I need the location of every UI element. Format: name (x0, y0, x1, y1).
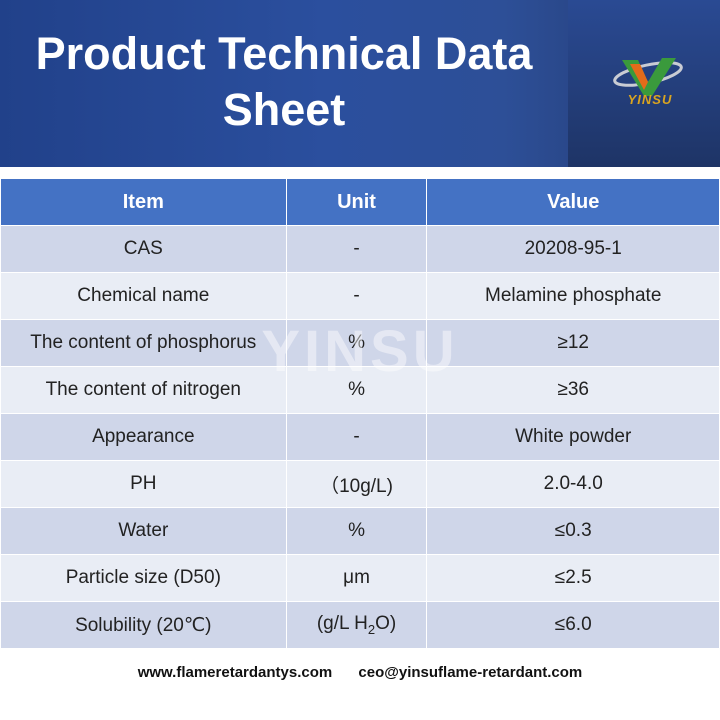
logo-text: YINSU (627, 92, 673, 107)
cell-unit: % (285, 366, 428, 414)
cell-unit: - (285, 272, 428, 320)
yinsu-logo-icon (613, 58, 683, 96)
header-banner: Product Technical Data Sheet YINSU (0, 0, 720, 167)
table-row: Solubility (20℃) (g/L H2O) ≤6.0 (0, 601, 720, 649)
cell-item: CAS (0, 225, 287, 273)
cell-unit: - (285, 413, 428, 461)
cell-item: The content of nitrogen (0, 366, 287, 414)
cell-item: The content of phosphorus (0, 319, 287, 367)
cell-item: Water (0, 507, 287, 555)
title-line-2: Sheet (222, 84, 346, 135)
technical-data-table: Item Unit Value CAS - 20208-95-1 Chemica… (0, 178, 720, 649)
table-row: CAS - 20208-95-1 (0, 225, 720, 273)
cell-value: ≤2.5 (426, 554, 720, 602)
cell-unit: (g/L H2O) (285, 601, 428, 649)
cell-value: 20208-95-1 (426, 225, 720, 273)
email-link[interactable]: ceo@yinsuflame-retardant.com (358, 664, 583, 681)
title-line-1: Product Technical Data (35, 28, 533, 79)
website-link[interactable]: www.flameretardantys.com (137, 664, 333, 681)
footer: www.flameretardantys.com ceo@yinsuflame-… (0, 664, 720, 681)
cell-value: ≥12 (426, 319, 720, 367)
column-header-unit: Unit (285, 178, 428, 226)
cell-value: ≤0.3 (426, 507, 720, 555)
cell-item: Solubility (20℃) (0, 601, 287, 649)
column-header-value: Value (426, 178, 720, 226)
cell-value: White powder (426, 413, 720, 461)
cell-unit: μm (285, 554, 428, 602)
unit-subscript: 2 (367, 621, 376, 637)
cell-item: Particle size (D50) (0, 554, 287, 602)
table-header-row: Item Unit Value (0, 178, 720, 226)
unit-prefix: (g/L H (316, 613, 368, 635)
cell-unit: - (285, 225, 428, 273)
column-header-item: Item (0, 178, 287, 226)
cell-value: 2.0-4.0 (426, 460, 720, 508)
cell-item: Chemical name (0, 272, 287, 320)
cell-unit: % (285, 319, 428, 367)
cell-value: Melamine phosphate (426, 272, 720, 320)
cell-unit: % (285, 507, 428, 555)
cell-unit: （10g/L) (285, 460, 428, 508)
cell-item: PH (0, 460, 287, 508)
table-row: Particle size (D50) μm ≤2.5 (0, 554, 720, 602)
cell-value: ≤6.0 (426, 601, 720, 649)
table-row: Chemical name - Melamine phosphate (0, 272, 720, 320)
cell-value: ≥36 (426, 366, 720, 414)
unit-suffix: O) (375, 613, 397, 635)
table-row: Water % ≤0.3 (0, 507, 720, 555)
table-row: PH （10g/L) 2.0-4.0 (0, 460, 720, 508)
cell-item: Appearance (0, 413, 287, 461)
table-row: The content of phosphorus % ≥12 (0, 319, 720, 367)
table-row: The content of nitrogen % ≥36 (0, 366, 720, 414)
page-title: Product Technical Data Sheet (0, 26, 568, 138)
table-row: Appearance - White powder (0, 413, 720, 461)
